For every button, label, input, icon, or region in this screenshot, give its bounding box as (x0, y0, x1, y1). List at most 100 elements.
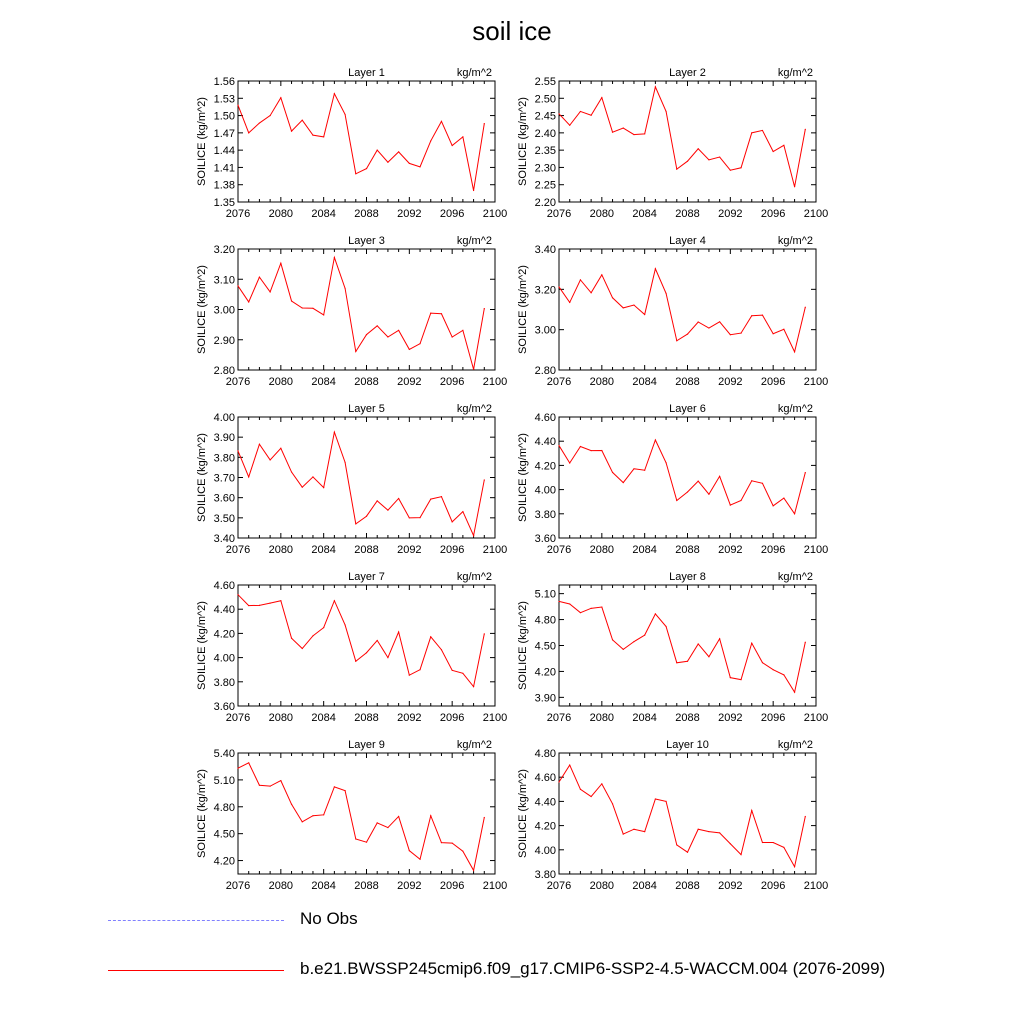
data-point (772, 841, 774, 844)
y-tick-label: 2.40 (535, 128, 556, 140)
data-point (301, 821, 303, 823)
data-point (258, 784, 261, 786)
y-tick-label: 4.20 (214, 856, 235, 868)
data-point (269, 602, 271, 604)
data-point (644, 133, 646, 135)
data-point (290, 471, 293, 473)
data-point (601, 96, 603, 99)
data-point (611, 131, 614, 133)
y-tick-label: 3.70 (214, 473, 235, 485)
data-point (301, 486, 303, 488)
data-point (793, 691, 796, 693)
y-tick-label: 3.60 (214, 493, 235, 505)
data-point (601, 783, 603, 785)
data-point (804, 306, 806, 308)
y-tick-label: 4.40 (535, 796, 556, 808)
x-tick-label: 2084 (311, 544, 335, 556)
data-point (472, 869, 475, 872)
data-point (676, 340, 678, 342)
x-tick-label: 2100 (483, 880, 507, 892)
y-tick-label: 3.00 (535, 325, 556, 337)
data-point (462, 850, 464, 852)
y-tick-label: 4.00 (535, 845, 556, 857)
x-tick-label: 2096 (761, 712, 785, 724)
data-point (312, 476, 314, 478)
data-point (312, 134, 314, 136)
data-point (751, 480, 753, 482)
panel-units: kg/m^2 (457, 571, 492, 583)
data-point (558, 113, 560, 115)
data-point (633, 468, 635, 470)
data-point (676, 844, 678, 846)
data-point (398, 329, 400, 331)
data-point (611, 471, 614, 474)
panel-layer-2: Layer 2 kg/m^2 SOILICE (kg/m^2) 2076 2080 208… (517, 67, 828, 220)
data-point (793, 866, 796, 868)
data-point (344, 113, 346, 116)
data-point (419, 858, 421, 860)
y-tick-label: 3.10 (214, 274, 235, 286)
data-point (376, 500, 378, 502)
data-point (344, 287, 346, 289)
data-point (708, 159, 710, 161)
data-point (729, 504, 731, 506)
legend-model: b.e21.BWSSP245cmip6.f09_g17.CMIP6-SSP2-4… (108, 956, 988, 986)
data-point (569, 764, 571, 766)
x-tick-label: 2092 (718, 544, 742, 556)
y-tick-label: 4.20 (535, 821, 556, 833)
data-point (462, 329, 464, 331)
data-point (697, 148, 699, 150)
y-tick-label: 3.80 (214, 677, 235, 689)
data-point (387, 826, 389, 829)
y-axis-label: SOILICE (kg/m^2) (196, 433, 208, 522)
panel-units: kg/m^2 (457, 739, 492, 751)
data-point (783, 846, 785, 848)
data-point (729, 677, 731, 679)
x-tick-label: 2096 (440, 712, 464, 724)
data-point (665, 625, 667, 628)
x-tick-label: 2096 (761, 880, 785, 892)
data-point (558, 600, 560, 603)
x-tick-label: 2084 (632, 376, 656, 388)
data-point (697, 643, 699, 645)
legend-model-line-swatch (108, 970, 284, 971)
series-line (237, 92, 485, 191)
y-tick-label: 3.60 (535, 533, 556, 545)
data-point (654, 439, 656, 441)
data-point (301, 647, 303, 650)
data-point (333, 600, 335, 602)
y-tick-label: 4.00 (535, 485, 556, 497)
data-point (408, 674, 410, 676)
x-tick-label: 2092 (718, 880, 742, 892)
series-line (237, 594, 485, 688)
data-point (622, 307, 624, 309)
series-line (237, 430, 485, 538)
x-tick-label: 2092 (397, 544, 421, 556)
data-point (483, 123, 485, 125)
x-tick-label: 2088 (675, 376, 699, 388)
data-point (451, 521, 453, 523)
data-point (611, 297, 614, 299)
x-tick-label: 2096 (761, 544, 785, 556)
data-point (804, 815, 806, 818)
data-point (686, 660, 689, 662)
data-point (783, 328, 785, 330)
y-axis-label: SOILICE (kg/m^2) (196, 265, 208, 354)
data-point (323, 314, 325, 316)
series-line (558, 438, 806, 515)
y-tick-label: 3.60 (214, 701, 235, 713)
data-point (633, 133, 635, 136)
y-tick-label: 2.80 (535, 365, 556, 377)
data-point (686, 160, 689, 162)
y-tick-label: 1.35 (214, 197, 235, 209)
data-point (740, 854, 742, 856)
y-tick-label: 5.10 (535, 589, 556, 601)
plot-frame (558, 584, 817, 707)
data-point (237, 285, 239, 287)
x-tick-label: 2076 (226, 376, 250, 388)
y-tick-label: 4.20 (535, 666, 556, 678)
data-point (280, 600, 282, 602)
data-point (408, 348, 410, 351)
data-point (676, 662, 678, 664)
data-point (312, 635, 314, 637)
